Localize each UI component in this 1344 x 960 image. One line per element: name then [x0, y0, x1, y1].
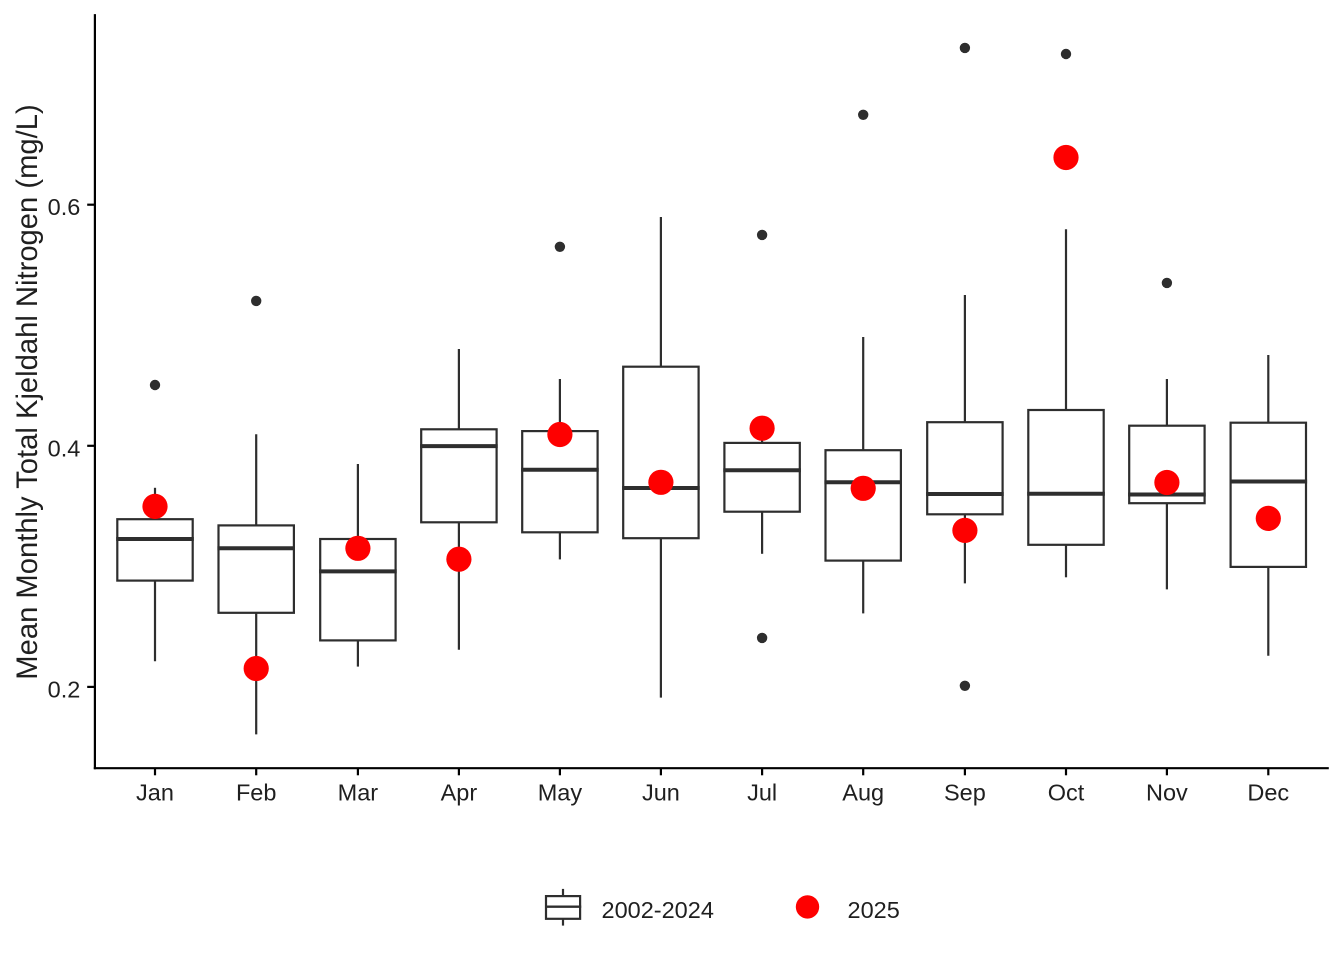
svg-text:Oct: Oct — [1048, 780, 1085, 806]
svg-text:2002-2024: 2002-2024 — [602, 897, 714, 923]
svg-text:Jan: Jan — [136, 780, 174, 806]
svg-text:Mar: Mar — [338, 780, 379, 806]
svg-text:0.2: 0.2 — [48, 676, 81, 702]
svg-text:2025: 2025 — [848, 897, 900, 923]
svg-text:Nov: Nov — [1146, 780, 1188, 806]
svg-text:May: May — [538, 780, 583, 806]
svg-text:0.6: 0.6 — [48, 194, 81, 220]
svg-text:Mean Monthly Total Kjeldahl Ni: Mean Monthly Total Kjeldahl Nitrogen (mg… — [12, 104, 44, 679]
svg-text:Dec: Dec — [1247, 780, 1289, 806]
svg-text:0.4: 0.4 — [48, 435, 81, 461]
svg-text:Jun: Jun — [642, 780, 680, 806]
svg-text:Jul: Jul — [747, 780, 777, 806]
svg-text:Feb: Feb — [236, 780, 277, 806]
svg-text:Aug: Aug — [842, 780, 884, 806]
svg-text:Apr: Apr — [441, 780, 478, 806]
svg-text:Sep: Sep — [944, 780, 986, 806]
